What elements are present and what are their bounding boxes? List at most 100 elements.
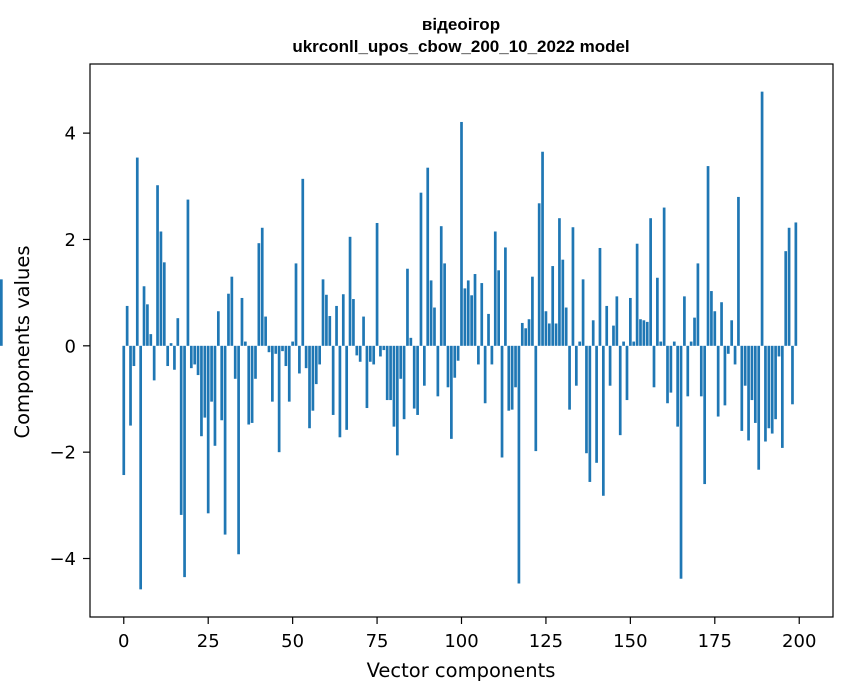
bar-181 — [733, 345, 737, 365]
bar-70 — [358, 345, 362, 362]
bar-1 — [125, 305, 129, 346]
bar-93 — [436, 345, 440, 397]
bar-46 — [277, 345, 281, 453]
bar-175 — [713, 311, 717, 346]
bar-125 — [544, 311, 548, 346]
bar-129 — [558, 218, 561, 346]
bar-82 — [399, 345, 403, 379]
bar-154 — [642, 320, 646, 346]
x-tick-label: 25 — [197, 631, 220, 652]
bar-5 — [139, 345, 143, 590]
bar-170 — [696, 263, 700, 346]
bar-76 — [379, 345, 382, 357]
bar-113 — [504, 247, 507, 346]
bar-119 — [524, 328, 528, 346]
bar-116 — [514, 345, 517, 388]
bar-177 — [720, 302, 723, 346]
bar-33 — [233, 345, 237, 379]
bar-158 — [656, 277, 659, 346]
bar-65 — [341, 294, 345, 346]
bar-142 — [601, 345, 605, 496]
bar-102 — [466, 280, 470, 346]
bar-8 — [149, 334, 153, 346]
bar-34 — [237, 345, 240, 555]
bar-44 — [271, 345, 274, 402]
bar-108 — [487, 313, 490, 346]
bar-28 — [216, 311, 220, 346]
bar-54 — [304, 345, 308, 369]
bar-69 — [355, 345, 359, 356]
bar-167 — [686, 345, 690, 397]
x-tick-label: 50 — [281, 631, 304, 652]
bar-115 — [510, 345, 514, 410]
bar-184 — [743, 345, 747, 386]
x-tick-label: 75 — [366, 631, 389, 652]
bar-123 — [537, 203, 541, 346]
bar-168 — [689, 341, 693, 346]
bar-189 — [760, 91, 764, 346]
bar-85 — [409, 337, 413, 346]
bar-152 — [635, 243, 639, 346]
bar-51 — [294, 263, 298, 346]
bar-166 — [683, 296, 686, 346]
bar-55 — [308, 345, 311, 429]
bar-127 — [551, 266, 555, 346]
bar-191 — [767, 345, 771, 429]
bar-63 — [335, 305, 338, 346]
bar-88 — [419, 192, 423, 346]
bar-145 — [612, 325, 615, 346]
bar-53 — [301, 178, 305, 346]
bar-138 — [588, 345, 592, 482]
bar-66 — [345, 345, 349, 430]
y-tick-label: 2 — [65, 230, 76, 251]
bar-122 — [534, 345, 538, 452]
bar-143 — [605, 305, 609, 346]
bar-37 — [247, 345, 251, 425]
bar-13 — [166, 345, 170, 367]
bar-36 — [244, 341, 247, 346]
bar-179 — [726, 345, 730, 354]
x-axis-label: Vector components — [367, 659, 556, 682]
plot-frame — [89, 63, 834, 618]
bar-59 — [321, 279, 325, 346]
bar-164 — [676, 345, 679, 427]
bar-21 — [193, 345, 197, 365]
bars-group — [0, 91, 798, 590]
bar-94 — [439, 226, 443, 346]
bar-52 — [298, 345, 301, 374]
bar-39 — [254, 345, 257, 379]
bar-6 — [142, 286, 146, 346]
bar-182 — [737, 196, 740, 346]
x-tick-label: 100 — [444, 631, 478, 652]
bar-17 — [179, 345, 183, 515]
bar-141 — [598, 247, 602, 346]
bar-2 — [129, 345, 132, 426]
bar-87 — [416, 345, 419, 415]
bar-68 — [352, 299, 355, 346]
bar-131 — [564, 307, 568, 346]
chart-subtitle: ukrconll_upos_cbow_200_10_2022 model — [292, 37, 629, 56]
bar-15 — [173, 345, 176, 370]
bar-12 — [162, 262, 166, 346]
y-tick-label: −4 — [49, 549, 76, 570]
bar-149 — [625, 345, 629, 401]
bar-187 — [753, 345, 757, 423]
bar-3 — [132, 345, 136, 367]
bar-79 — [389, 345, 392, 401]
bar-180 — [730, 320, 734, 346]
bar-160 — [662, 207, 666, 346]
bar-159 — [659, 341, 663, 346]
bar-148 — [622, 341, 625, 346]
bar-197 — [787, 227, 791, 346]
bar-193 — [774, 345, 777, 420]
bar-126 — [547, 323, 551, 346]
bar-72 — [365, 345, 369, 409]
bar-4 — [135, 157, 139, 346]
bar-117 — [517, 345, 521, 584]
bar-22 — [196, 345, 200, 376]
bar-19 — [186, 199, 190, 346]
bar-133 — [571, 227, 575, 346]
bar-11 — [159, 231, 163, 346]
bar-130 — [561, 259, 565, 346]
